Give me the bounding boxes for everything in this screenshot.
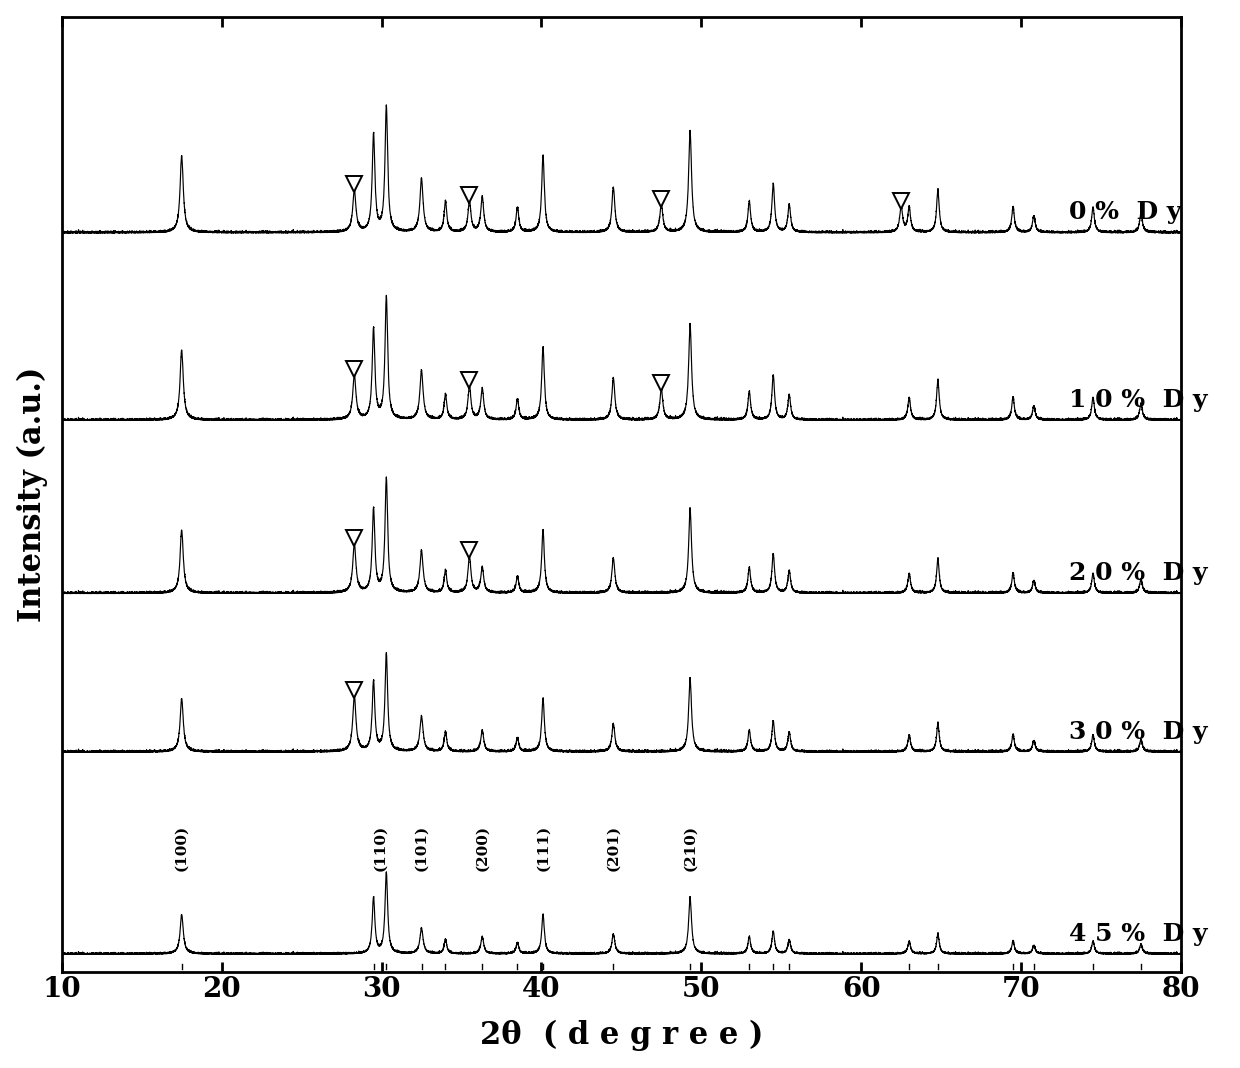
Text: 0 %  D y: 0 % D y bbox=[1069, 201, 1182, 224]
Text: (111): (111) bbox=[536, 824, 551, 870]
X-axis label: 2θ  ( d e g r e e ): 2θ ( d e g r e e ) bbox=[480, 1020, 763, 1051]
Text: (100): (100) bbox=[175, 824, 188, 870]
Text: (201): (201) bbox=[606, 824, 620, 870]
Text: 2 0 %  D y: 2 0 % D y bbox=[1069, 561, 1208, 585]
Text: 4 5 %  D y: 4 5 % D y bbox=[1069, 922, 1208, 945]
Text: 1 0 %  D y: 1 0 % D y bbox=[1069, 388, 1208, 412]
Text: 3 0 %  D y: 3 0 % D y bbox=[1069, 720, 1208, 743]
Y-axis label: Intensity (a.u.): Intensity (a.u.) bbox=[16, 366, 48, 622]
Text: (210): (210) bbox=[683, 824, 697, 870]
Text: (110): (110) bbox=[373, 824, 387, 870]
Text: (200): (200) bbox=[475, 824, 490, 870]
Text: (101): (101) bbox=[414, 824, 429, 870]
